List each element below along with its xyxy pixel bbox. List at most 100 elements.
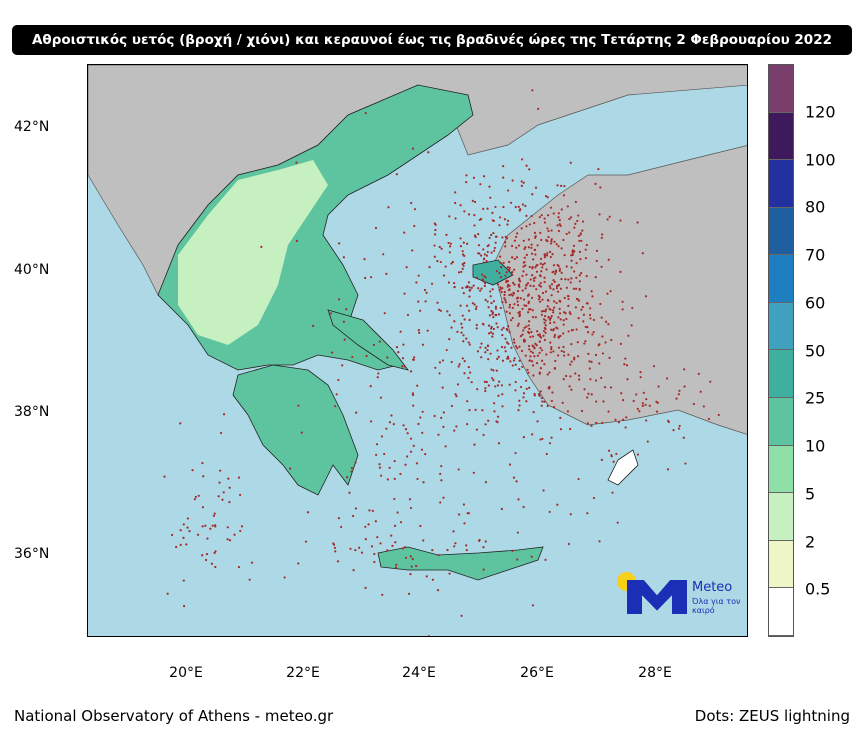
lightning-dot	[652, 365, 656, 368]
lightning-dot	[552, 405, 556, 409]
lightning-dot	[541, 437, 544, 440]
lightning-dot	[573, 270, 576, 273]
lightning-dot	[194, 495, 197, 499]
lon-label: 20°E	[169, 665, 203, 681]
lightning-dot	[487, 419, 490, 422]
lightning-dot	[431, 578, 434, 581]
lightning-dot	[406, 455, 409, 458]
lightning-dot	[538, 340, 541, 343]
lightning-dot	[559, 300, 562, 303]
lightning-dot	[341, 364, 344, 367]
lightning-dot	[453, 285, 456, 289]
lightning-dot	[572, 244, 576, 248]
lightning-dot	[544, 319, 547, 322]
lightning-dot	[463, 360, 466, 363]
lightning-dot	[202, 475, 205, 478]
lightning-dot	[486, 300, 489, 303]
lightning-dot	[497, 442, 501, 445]
lightning-dot	[397, 351, 400, 354]
lightning-dot	[439, 260, 442, 264]
lightning-dot	[473, 214, 476, 217]
lightning-dot	[512, 292, 516, 295]
lightning-dot	[514, 380, 517, 384]
lightning-dots	[163, 89, 720, 636]
lightning-dot	[551, 271, 554, 274]
lightning-dot	[540, 313, 543, 316]
lightning-dot	[576, 355, 580, 358]
lightning-dot	[599, 302, 602, 306]
lightning-dot	[349, 547, 352, 550]
lightning-dot	[516, 324, 520, 327]
lightning-dot	[503, 346, 506, 349]
colorbar-label: 2	[805, 532, 816, 551]
lightning-dot	[589, 378, 592, 381]
lightning-dot	[586, 422, 590, 425]
lightning-dot	[502, 176, 505, 179]
lightning-dot	[635, 393, 638, 396]
lightning-dot	[433, 255, 436, 258]
lightning-dot	[636, 221, 639, 224]
lightning-dot	[495, 270, 499, 273]
lightning-dot	[454, 191, 457, 194]
lightning-dot	[571, 249, 574, 252]
lightning-dot	[600, 458, 603, 461]
lightning-dot	[568, 311, 571, 314]
lightning-dot	[467, 376, 470, 380]
lightning-dot	[578, 280, 581, 283]
lightning-dot	[539, 438, 542, 441]
lightning-dot	[578, 378, 581, 381]
lightning-dot	[543, 321, 546, 324]
lightning-dot	[504, 241, 507, 244]
lightning-dot	[498, 216, 502, 219]
lightning-dot	[412, 358, 415, 361]
lightning-dot	[523, 256, 526, 259]
lightning-dot	[577, 374, 581, 377]
lightning-dot	[560, 349, 563, 353]
lightning-dot	[416, 384, 419, 387]
lightning-dot	[447, 281, 450, 284]
lightning-dot	[555, 301, 558, 305]
lightning-dot	[409, 555, 413, 558]
lightning-dot	[560, 208, 563, 211]
lightning-dot	[488, 314, 491, 317]
lightning-dot	[295, 239, 299, 243]
lightning-dot	[499, 306, 502, 310]
lightning-dot	[480, 342, 483, 345]
lightning-dot	[601, 233, 604, 236]
lightning-dot	[376, 376, 379, 379]
lightning-dot	[514, 389, 517, 392]
lightning-dot	[525, 400, 528, 403]
lightning-dot	[524, 287, 527, 290]
lightning-dot	[550, 294, 553, 297]
lightning-dot	[563, 296, 566, 300]
lightning-dot	[482, 248, 485, 251]
lightning-dot	[530, 296, 534, 299]
lightning-dot	[522, 298, 526, 301]
lightning-dot	[566, 410, 570, 413]
lightning-dot	[557, 283, 561, 287]
lightning-dot	[631, 306, 634, 310]
lightning-dot	[500, 507, 503, 511]
lightning-dot	[196, 533, 200, 536]
lightning-dot	[557, 216, 560, 219]
lightning-dot	[601, 335, 604, 338]
lightning-dot	[491, 332, 494, 335]
lightning-dot	[489, 290, 492, 293]
lightning-dot	[547, 386, 550, 390]
lightning-dot	[228, 486, 231, 489]
lightning-dot	[552, 212, 555, 215]
lightning-dot	[459, 204, 462, 207]
lightning-dot	[553, 240, 556, 243]
lightning-dot	[586, 512, 589, 515]
lightning-dot	[453, 282, 456, 285]
lightning-dot	[573, 226, 576, 229]
lightning-dot	[569, 363, 572, 366]
lightning-dot	[540, 270, 543, 273]
lightning-dot	[450, 326, 453, 329]
lightning-dot	[197, 494, 200, 497]
lightning-dot	[430, 282, 434, 285]
lightning-dot	[498, 255, 502, 258]
lightning-dot	[495, 322, 498, 325]
lightning-dot	[638, 410, 641, 413]
lightning-dot	[415, 281, 418, 284]
